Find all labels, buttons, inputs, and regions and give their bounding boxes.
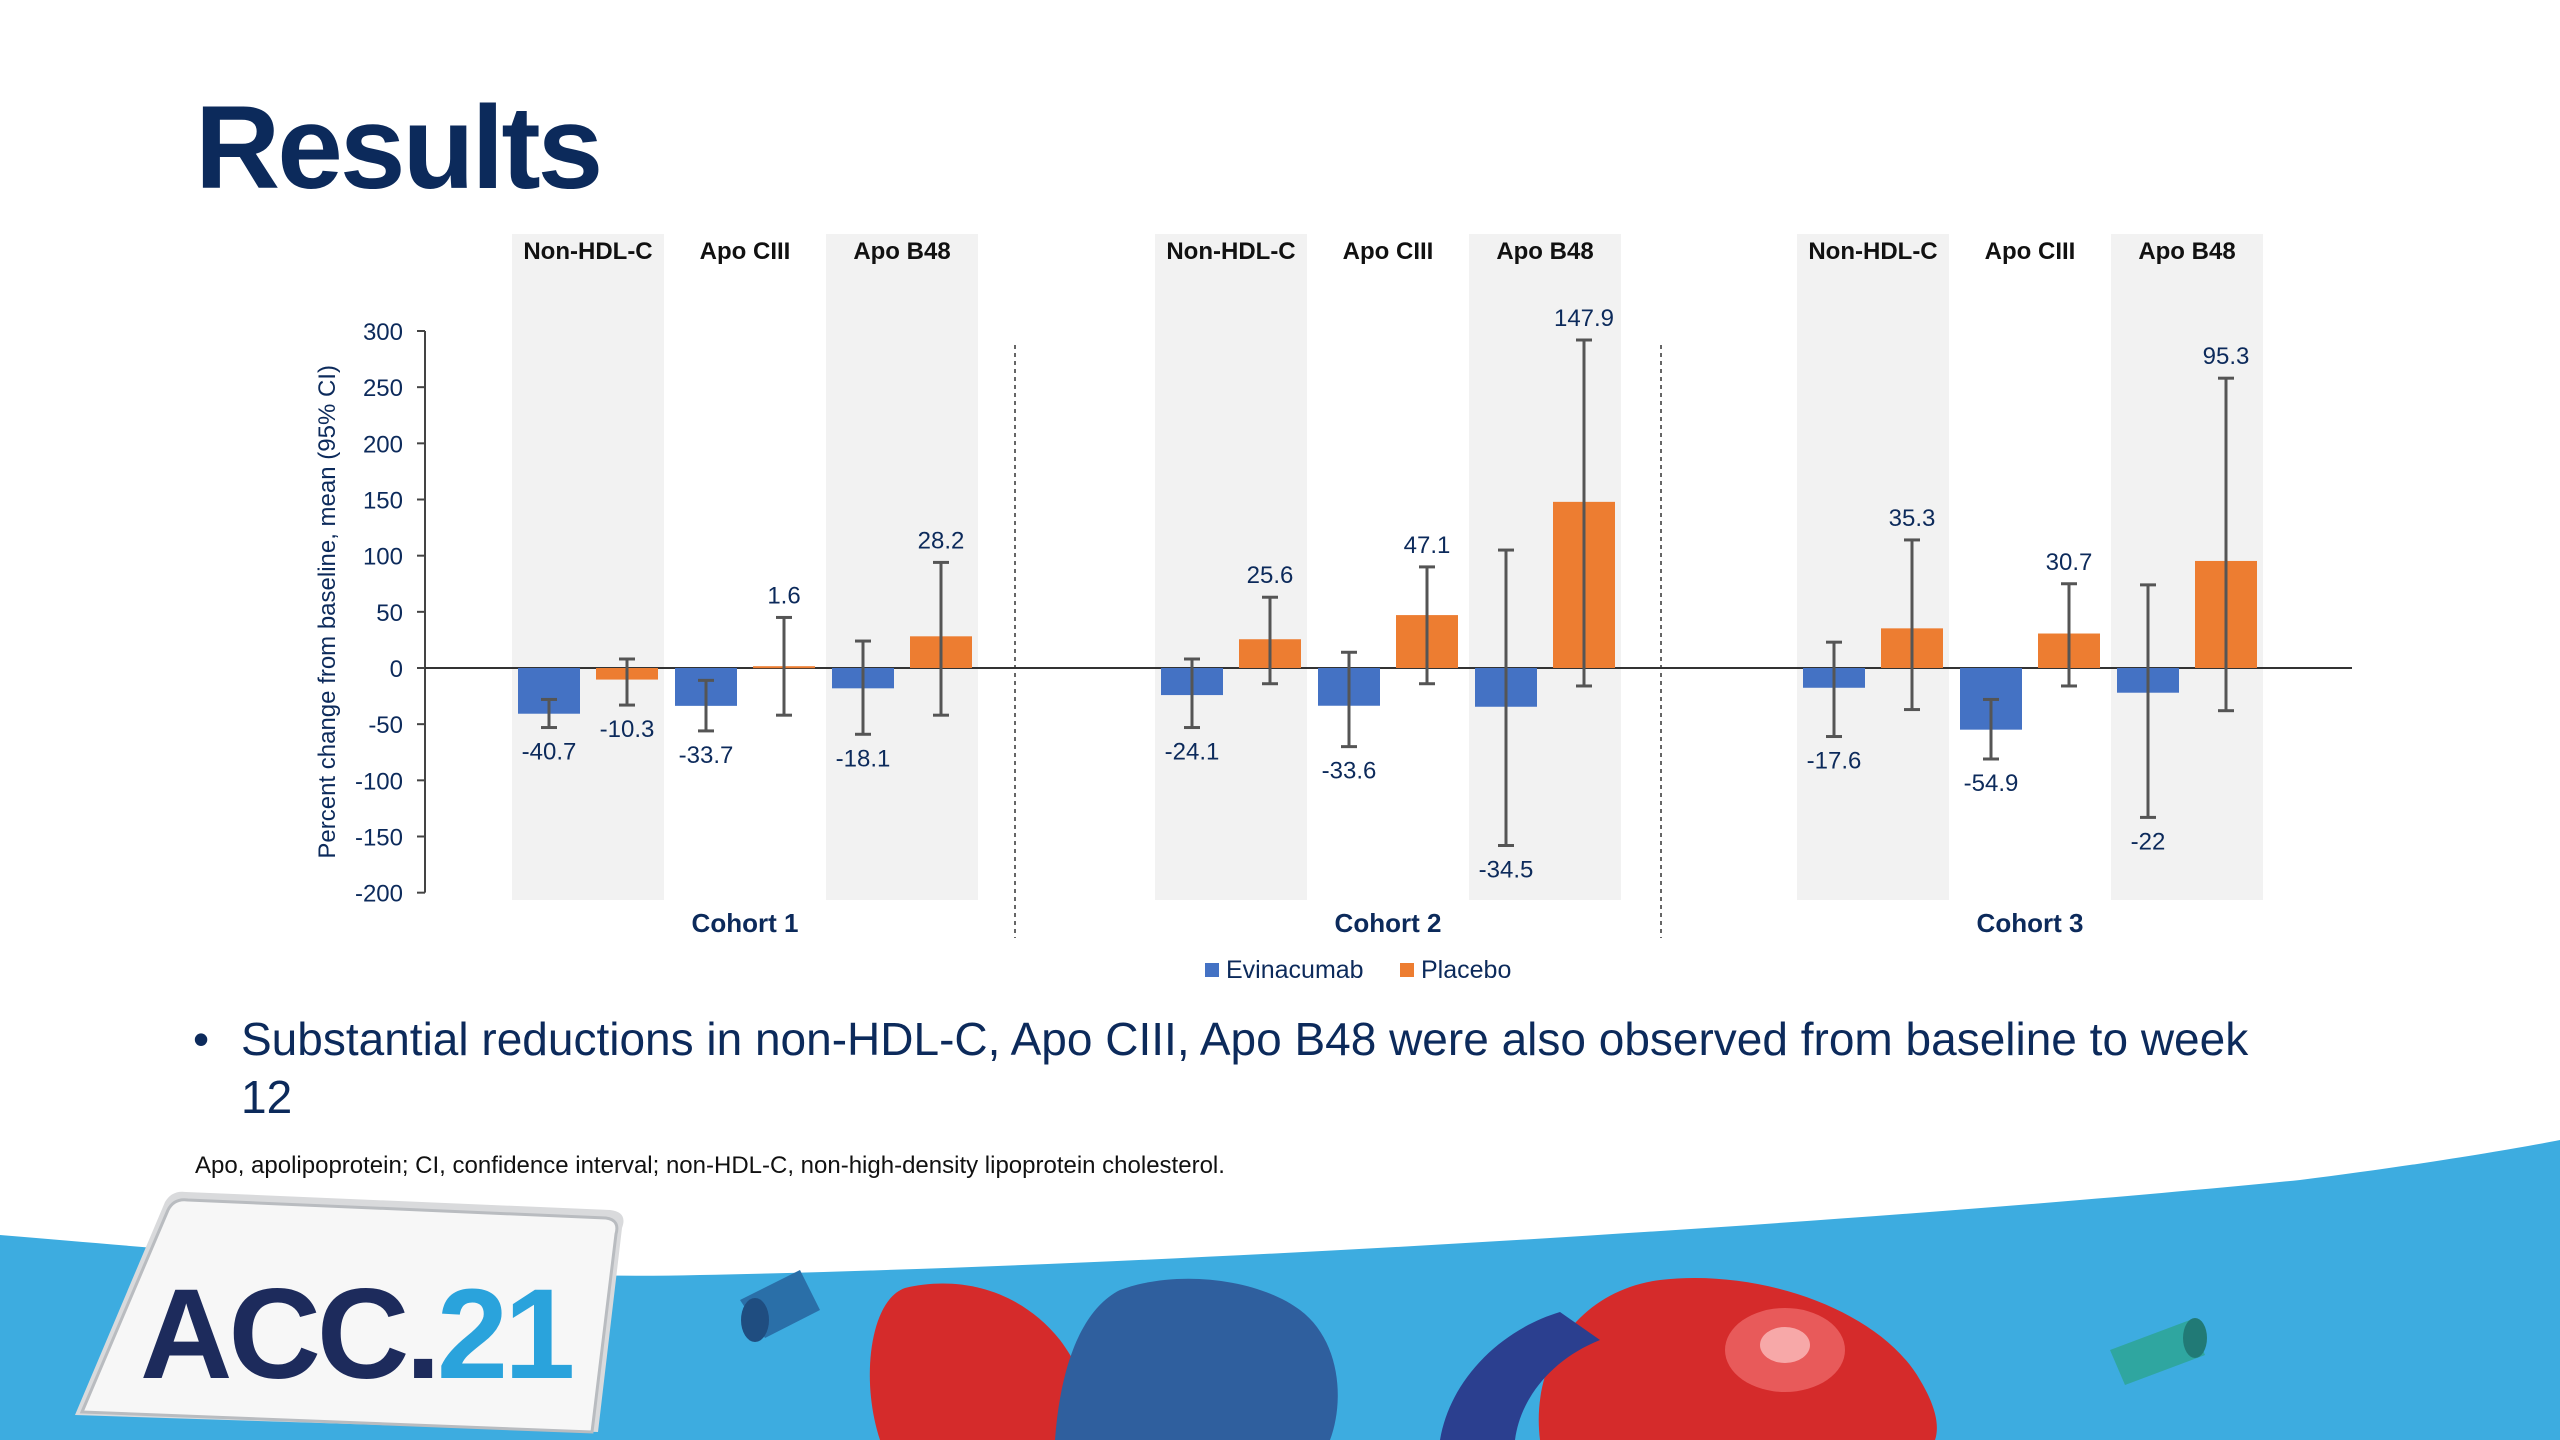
evinacumab-value-label: -24.1 bbox=[1165, 739, 1220, 766]
y-tick-label: -100 bbox=[355, 768, 403, 795]
category-header: Apo CIII bbox=[1985, 238, 2076, 265]
evinacumab-value-label: -33.7 bbox=[679, 742, 734, 769]
legend-swatch bbox=[1400, 963, 1414, 977]
placebo-value-label: 147.9 bbox=[1554, 305, 1614, 332]
category-band bbox=[512, 234, 664, 900]
evinacumab-value-label: -34.5 bbox=[1479, 856, 1534, 883]
placebo-value-label: -10.3 bbox=[600, 716, 655, 743]
y-tick-label: 50 bbox=[376, 600, 403, 627]
placebo-value-label: 30.7 bbox=[2046, 549, 2093, 576]
placebo-value-label: 35.3 bbox=[1889, 505, 1936, 532]
category-header: Non-HDL-C bbox=[1808, 238, 1937, 265]
category-header: Non-HDL-C bbox=[1166, 238, 1295, 265]
category-header: Non-HDL-C bbox=[523, 238, 652, 265]
placebo-value-label: 25.6 bbox=[1247, 562, 1294, 589]
y-tick-label: -200 bbox=[355, 881, 403, 908]
y-tick-label: 200 bbox=[363, 431, 403, 458]
y-tick-label: 300 bbox=[363, 319, 403, 346]
category-header: Apo CIII bbox=[700, 238, 791, 265]
evinacumab-value-label: -33.6 bbox=[1322, 758, 1377, 785]
logo-text: ACC.21 bbox=[140, 1263, 572, 1406]
category-header: Apo B48 bbox=[2138, 238, 2235, 265]
y-tick-label: 250 bbox=[363, 375, 403, 402]
bullet-icon: • bbox=[193, 1013, 210, 1065]
bullet-point: • Substantial reductions in non-HDL-C, A… bbox=[193, 1010, 2273, 1126]
placebo-value-label: 28.2 bbox=[918, 527, 965, 554]
category-band bbox=[826, 234, 978, 900]
page-title: Results bbox=[195, 82, 603, 214]
evinacumab-value-label: -22 bbox=[2131, 828, 2166, 855]
y-tick-label: 100 bbox=[363, 544, 403, 571]
results-bar-chart: 300 250 200 150 100 50 0 -50 -100 -150 -200 Percent… bbox=[314, 234, 2352, 984]
category-header: Apo CIII bbox=[1343, 238, 1434, 265]
sky-wave bbox=[0, 1140, 2560, 1440]
y-tick-label: 150 bbox=[363, 488, 403, 515]
footer-banner: ACC.21 bbox=[0, 1140, 2560, 1440]
placebo-value-label: 1.6 bbox=[767, 582, 800, 609]
bullet-text: Substantial reductions in non-HDL-C, Apo… bbox=[241, 1013, 2249, 1123]
placebo-value-label: 95.3 bbox=[2203, 343, 2250, 370]
evinacumab-value-label: -40.7 bbox=[522, 739, 577, 766]
evinacumab-value-label: -17.6 bbox=[1807, 748, 1862, 775]
category-band bbox=[1797, 234, 1949, 900]
category-header: Apo B48 bbox=[853, 238, 950, 265]
logo-prefix: ACC. bbox=[140, 1263, 437, 1406]
evinacumab-value-label: -18.1 bbox=[836, 745, 891, 772]
legend-label: Evinacumab bbox=[1226, 956, 1364, 984]
heart-illustration bbox=[740, 1270, 2207, 1440]
legend-label: Placebo bbox=[1421, 956, 1511, 984]
footnote: Apo, apolipoprotein; CI, confidence inte… bbox=[195, 1152, 1225, 1179]
placebo-value-label: 47.1 bbox=[1404, 532, 1451, 559]
evinacumab-value-label: -54.9 bbox=[1964, 770, 2019, 797]
category-band bbox=[1155, 234, 1307, 900]
cohort-label: Cohort 3 bbox=[1977, 908, 2084, 938]
category-header: Apo B48 bbox=[1496, 238, 1593, 265]
y-tick-label: 0 bbox=[390, 656, 403, 683]
acc21-logo: ACC.21 bbox=[75, 1191, 624, 1434]
y-axis-title: Percent change from baseline, mean (95% … bbox=[314, 365, 341, 859]
legend-swatch bbox=[1205, 963, 1219, 977]
logo-suffix: 21 bbox=[437, 1263, 572, 1406]
cohort-label: Cohort 1 bbox=[692, 908, 799, 938]
y-tick-label: -150 bbox=[355, 825, 403, 852]
y-tick-label: -50 bbox=[368, 712, 403, 739]
cohort-label: Cohort 2 bbox=[1335, 908, 1442, 938]
